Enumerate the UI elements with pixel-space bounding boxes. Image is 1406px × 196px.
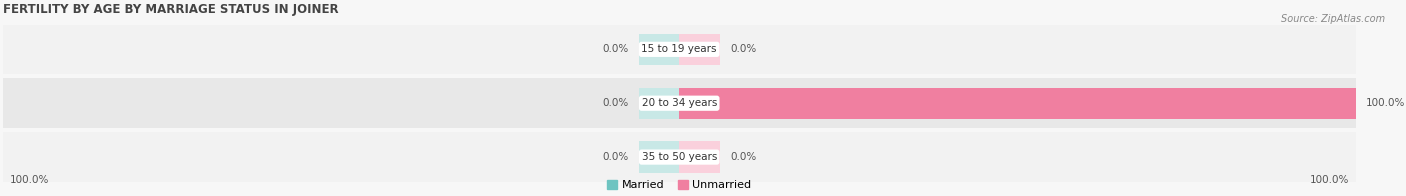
- Bar: [638, 34, 679, 65]
- Text: 100.0%: 100.0%: [10, 175, 49, 185]
- Text: 0.0%: 0.0%: [602, 44, 628, 54]
- Text: FERTILITY BY AGE BY MARRIAGE STATUS IN JOINER: FERTILITY BY AGE BY MARRIAGE STATUS IN J…: [3, 3, 339, 16]
- Bar: [679, 142, 720, 173]
- Bar: [3, 78, 1355, 128]
- Bar: [679, 34, 720, 65]
- Bar: [638, 88, 679, 119]
- Text: 0.0%: 0.0%: [730, 44, 756, 54]
- Text: 15 to 19 years: 15 to 19 years: [641, 44, 717, 54]
- Text: 100.0%: 100.0%: [1309, 175, 1348, 185]
- Text: 0.0%: 0.0%: [602, 98, 628, 108]
- Bar: [679, 88, 1355, 119]
- Bar: [638, 142, 679, 173]
- Text: 0.0%: 0.0%: [730, 152, 756, 162]
- Text: 0.0%: 0.0%: [602, 152, 628, 162]
- Text: 100.0%: 100.0%: [1365, 98, 1405, 108]
- Text: 20 to 34 years: 20 to 34 years: [641, 98, 717, 108]
- Legend: Married, Unmarried: Married, Unmarried: [603, 175, 755, 194]
- Bar: [3, 24, 1355, 74]
- Text: Source: ZipAtlas.com: Source: ZipAtlas.com: [1281, 14, 1385, 24]
- Bar: [3, 132, 1355, 182]
- Text: 35 to 50 years: 35 to 50 years: [641, 152, 717, 162]
- Bar: [679, 88, 1355, 119]
